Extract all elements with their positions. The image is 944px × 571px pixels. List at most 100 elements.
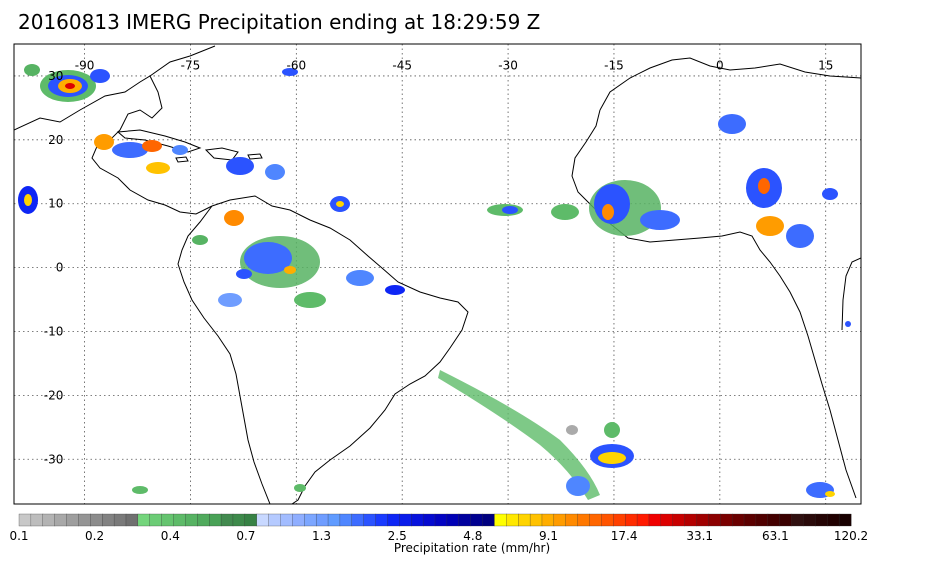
colorbar-swatch (90, 513, 103, 527)
precip-cell (192, 235, 208, 245)
colorbar-tick-labels: 0.1 0.2 0.4 0.7 1.3 2.5 4.8 9.1 17.4 33.1 63.1 120.… (9, 529, 868, 543)
colorbar-swatch (803, 513, 816, 527)
precip-cell (825, 491, 835, 497)
colorbar-swatch (696, 513, 709, 527)
colorbar-swatch (411, 513, 424, 527)
precip-cell (346, 270, 374, 286)
colorbar-swatch (518, 513, 531, 527)
precip-cell (265, 164, 285, 180)
coastline-south-america (211, 195, 469, 504)
colorbar-swatch (209, 513, 222, 527)
precip-cell (718, 114, 746, 134)
colorbar-tick-label: 2.5 (388, 529, 407, 543)
colorbar-swatch (731, 513, 745, 527)
precip-cell (236, 269, 252, 279)
precip-cell (24, 194, 32, 206)
colorbar-swatch (660, 513, 674, 527)
precip-cell (294, 484, 306, 492)
colorbar-swatch (232, 513, 246, 527)
coastline-south-america-west (177, 205, 271, 504)
colorbar-swatch (102, 513, 115, 527)
colorbar-swatch (743, 513, 757, 527)
precip-cell (142, 140, 162, 152)
colorbar-swatch (315, 513, 329, 527)
precip-cell (385, 285, 405, 295)
precipitation-field (18, 64, 851, 500)
colorbar-swatch (494, 513, 507, 527)
coastline-north-america (14, 75, 213, 215)
colorbar-swatch (363, 513, 377, 527)
colorbar-swatch (113, 513, 127, 527)
colorbar-tick-label: 4.8 (463, 529, 482, 543)
precip-cell (786, 224, 814, 248)
longitude-label: -15 (604, 59, 624, 73)
colorbar-swatch (601, 513, 614, 527)
colorbar-swatch (684, 513, 697, 527)
latitude-label: 20 (48, 133, 63, 147)
longitude-labels: -90 -75 -60 -45 -30 -15 0 15 (75, 59, 834, 73)
colorbar-swatch (827, 513, 840, 527)
precip-cell (336, 201, 344, 207)
precip-cell (282, 68, 298, 76)
map-frame (13, 43, 862, 505)
colorbar-swatch (446, 513, 460, 527)
precip-cell (94, 134, 114, 150)
precip-band (438, 370, 600, 500)
colorbar-tick-label: 0.1 (9, 529, 28, 543)
colorbar-swatch (149, 513, 163, 527)
colorbar-swatch (755, 513, 769, 527)
precip-cell (822, 188, 838, 200)
precip-cell (112, 142, 148, 158)
latitude-label: 30 (48, 69, 63, 83)
colorbar-swatch (185, 513, 198, 527)
colorbar-swatch (339, 513, 353, 527)
precip-cell (758, 178, 770, 194)
colorbar-swatch (256, 513, 270, 527)
colorbar-swatch (708, 513, 721, 527)
coastline-jamaica (175, 156, 189, 163)
colorbar-swatch (720, 513, 733, 527)
colorbar-tick-label: 1.3 (312, 529, 331, 543)
colorbar-swatch (42, 513, 56, 527)
colorbar-swatch (506, 513, 519, 527)
colorbar (18, 513, 852, 527)
precip-cell (284, 266, 296, 274)
precip-cell (146, 162, 170, 174)
latitude-label: -20 (44, 388, 64, 402)
colorbar-swatch (327, 513, 341, 527)
colorbar-swatch (577, 513, 590, 527)
precip-cell (594, 184, 630, 224)
colorbar-swatch (197, 513, 210, 527)
colorbar-tick-label: 17.4 (611, 529, 638, 543)
colorbar-swatch (791, 513, 804, 527)
precip-cell (845, 321, 851, 327)
map-background (14, 44, 861, 504)
coastline-puerto-rico (247, 153, 263, 160)
colorbar-tick-label: 63.1 (762, 529, 789, 543)
colorbar-swatch (220, 513, 234, 527)
colorbar-swatch (304, 513, 317, 527)
precip-cell (226, 157, 254, 175)
precip-cell (244, 242, 292, 274)
colorbar-swatch (173, 513, 186, 527)
precip-cell (602, 204, 614, 220)
coastline-africa-east (841, 257, 861, 331)
colorbar-swatch (541, 513, 555, 527)
colorbar-swatch (565, 513, 579, 527)
colorbar-swatch (648, 513, 662, 527)
latitude-label: -10 (44, 325, 64, 339)
colorbar-swatch (838, 513, 852, 527)
colorbar-swatch (351, 513, 365, 527)
precip-cell (224, 210, 244, 226)
colorbar-swatch (613, 513, 626, 527)
colorbar-swatch (482, 513, 495, 527)
precip-cell (640, 210, 680, 230)
precip-cell (132, 486, 148, 494)
colorbar-swatch (244, 513, 258, 527)
colorbar-label: Precipitation rate (mm/hr) (393, 541, 551, 555)
colorbar-swatch (636, 513, 650, 527)
latitude-label: -30 (44, 452, 64, 466)
precip-cell (598, 452, 626, 464)
latitude-labels: 30 20 10 0 -10 -20 -30 (44, 69, 64, 466)
colorbar-swatch (387, 513, 400, 527)
